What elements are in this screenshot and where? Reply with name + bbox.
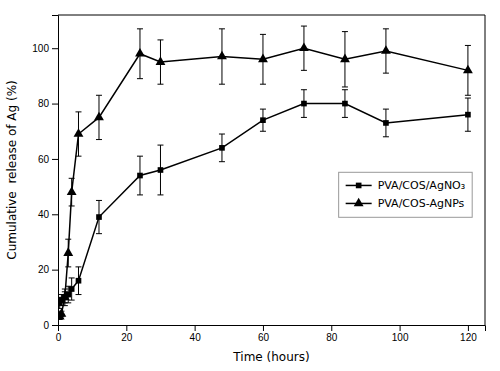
error-bar — [96, 200, 102, 233]
tick-mark — [52, 214, 58, 215]
tick-mark — [126, 325, 127, 331]
tick: 80 — [326, 325, 338, 343]
tick-label: 60 — [38, 154, 50, 165]
point — [96, 214, 102, 220]
tick-mark — [263, 325, 264, 331]
tick-label: 0 — [56, 332, 62, 343]
tick-label: 20 — [38, 264, 50, 275]
tick: 100 — [392, 325, 409, 343]
point — [258, 54, 268, 63]
legend-label: PVA/COS/AgNO₃ — [378, 179, 466, 192]
tick-mark — [331, 325, 332, 331]
point — [383, 120, 389, 126]
point — [76, 278, 82, 284]
error-bar — [342, 90, 348, 118]
series — [58, 90, 471, 309]
tick-mark — [195, 325, 196, 331]
tick-label: 40 — [38, 209, 50, 220]
point — [260, 117, 266, 123]
point — [342, 101, 348, 107]
point — [137, 173, 143, 179]
line — [60, 104, 468, 303]
tick: 0 — [56, 325, 62, 343]
point — [217, 51, 227, 60]
tick: 60 — [38, 154, 58, 165]
y-axis-title: Cumulative release of Ag (%) — [5, 80, 19, 259]
error-bar — [137, 156, 143, 195]
tick: 120 — [460, 325, 477, 343]
tick-label: 0 — [43, 320, 49, 331]
point — [158, 167, 164, 173]
point — [69, 286, 75, 292]
tick-mark — [52, 48, 58, 49]
tick-mark — [52, 325, 58, 326]
tick: 0 — [43, 320, 58, 331]
tick: 40 — [190, 325, 202, 343]
legend: PVA/COS/AgNO₃ PVA/COS-AgNPs — [339, 172, 473, 217]
point — [381, 45, 391, 54]
error-bar — [383, 109, 389, 137]
legend-marker — [356, 183, 362, 189]
error-bar — [157, 145, 163, 195]
point — [63, 247, 73, 256]
tick-label: 60 — [258, 332, 270, 343]
axis-line — [52, 16, 59, 326]
frame — [58, 15, 485, 16]
point — [465, 112, 471, 118]
point — [299, 43, 309, 52]
legend-marker — [354, 198, 364, 207]
tick: 40 — [38, 209, 58, 220]
series — [58, 26, 473, 319]
point — [58, 308, 66, 317]
tick-label: 100 — [392, 332, 409, 343]
frame — [485, 15, 486, 325]
error-bar — [465, 98, 471, 131]
legend-frame — [339, 172, 473, 217]
line — [60, 48, 468, 316]
error-bar — [75, 267, 81, 295]
plot: 0 20 40 60 80 100 120 0 20 40 60 80 100 PVA/COS/AgNO₃… — [32, 15, 485, 343]
series-area — [58, 26, 473, 319]
tick-label: 100 — [32, 43, 49, 54]
tick: 80 — [38, 98, 58, 109]
legend-label: PVA/COS-AgNPs — [378, 197, 465, 210]
legend-item: PVA/COS/AgNO₃ — [346, 179, 466, 192]
error-bar — [219, 134, 225, 162]
point — [74, 128, 84, 137]
tick-label: 40 — [190, 332, 202, 343]
point — [67, 186, 77, 195]
tick: 20 — [38, 264, 58, 275]
y-axis: 0 20 40 60 80 100 — [32, 16, 58, 331]
error-bar — [301, 90, 307, 118]
chart: 0 20 40 60 80 100 120 0 20 40 60 80 100 PVA/COS/AgNO₃… — [0, 0, 500, 371]
point — [301, 101, 307, 107]
tick-label: 120 — [460, 332, 477, 343]
point — [60, 292, 70, 301]
tick-label: 20 — [121, 332, 133, 343]
tick-mark — [468, 325, 469, 331]
point — [94, 112, 104, 121]
point — [219, 145, 225, 151]
x-axis: 0 20 40 60 80 100 120 — [56, 325, 486, 343]
error-bar — [260, 109, 266, 131]
tick-mark — [52, 270, 58, 271]
point — [340, 54, 350, 63]
tick-mark — [52, 159, 58, 160]
tick: 60 — [258, 325, 270, 343]
point — [156, 56, 166, 65]
axis-line — [59, 326, 486, 332]
tick-mark — [52, 104, 58, 105]
point — [135, 48, 145, 57]
tick: 100 — [32, 43, 58, 54]
x-axis-title: Time (hours) — [232, 350, 309, 364]
tick-label: 80 — [38, 98, 50, 109]
tick-label: 80 — [326, 332, 338, 343]
tick: 20 — [121, 325, 133, 343]
tick-mark — [400, 325, 401, 331]
point — [463, 65, 473, 74]
legend-item: PVA/COS-AgNPs — [346, 197, 465, 210]
